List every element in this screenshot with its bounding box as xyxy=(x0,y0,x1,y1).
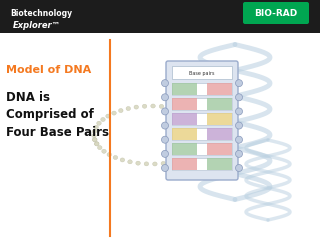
Ellipse shape xyxy=(106,114,110,118)
Bar xyxy=(172,66,232,79)
Bar xyxy=(207,158,232,170)
Ellipse shape xyxy=(206,126,211,130)
Ellipse shape xyxy=(119,108,123,113)
Bar xyxy=(0,0,320,33)
Bar xyxy=(172,113,197,125)
Bar xyxy=(0,33,320,240)
Ellipse shape xyxy=(94,142,99,146)
Ellipse shape xyxy=(162,80,169,87)
Ellipse shape xyxy=(98,146,102,150)
Ellipse shape xyxy=(153,162,157,166)
Ellipse shape xyxy=(101,117,105,121)
Text: Biotechnology: Biotechnology xyxy=(10,10,72,18)
Bar xyxy=(172,83,232,95)
FancyBboxPatch shape xyxy=(243,2,309,24)
Ellipse shape xyxy=(201,147,205,151)
Ellipse shape xyxy=(207,130,212,134)
Ellipse shape xyxy=(162,108,169,115)
Ellipse shape xyxy=(162,122,169,129)
Bar xyxy=(172,143,232,155)
Bar xyxy=(172,83,197,95)
Ellipse shape xyxy=(92,138,97,142)
FancyBboxPatch shape xyxy=(166,61,238,180)
Bar xyxy=(172,113,232,125)
Ellipse shape xyxy=(184,156,189,160)
Ellipse shape xyxy=(236,108,243,115)
Ellipse shape xyxy=(161,162,165,165)
Ellipse shape xyxy=(126,107,131,111)
Bar xyxy=(172,158,232,170)
Bar xyxy=(207,128,232,140)
Ellipse shape xyxy=(236,150,243,157)
Bar xyxy=(172,128,232,140)
Ellipse shape xyxy=(144,162,149,166)
Ellipse shape xyxy=(97,121,101,125)
Bar xyxy=(207,143,232,155)
Ellipse shape xyxy=(183,109,187,113)
Ellipse shape xyxy=(189,112,194,116)
Bar xyxy=(207,83,232,95)
Ellipse shape xyxy=(177,159,181,163)
Text: Explorer™: Explorer™ xyxy=(13,20,61,30)
Ellipse shape xyxy=(167,105,172,109)
Text: DNA is
Comprised of
Four Base Pairs: DNA is Comprised of Four Base Pairs xyxy=(6,91,109,139)
Ellipse shape xyxy=(195,115,200,119)
Ellipse shape xyxy=(136,161,140,165)
Ellipse shape xyxy=(94,125,98,129)
Ellipse shape xyxy=(92,134,96,138)
Ellipse shape xyxy=(200,118,204,122)
Text: BIO-RAD: BIO-RAD xyxy=(254,8,298,18)
Ellipse shape xyxy=(162,94,169,101)
Ellipse shape xyxy=(113,156,118,160)
Ellipse shape xyxy=(191,154,195,158)
Ellipse shape xyxy=(95,142,99,146)
Ellipse shape xyxy=(169,160,174,164)
Ellipse shape xyxy=(175,107,180,111)
Ellipse shape xyxy=(236,122,243,129)
Ellipse shape xyxy=(236,164,243,172)
Ellipse shape xyxy=(208,135,212,139)
Bar xyxy=(172,98,232,110)
Ellipse shape xyxy=(134,105,139,109)
Ellipse shape xyxy=(92,138,97,142)
Ellipse shape xyxy=(107,153,111,157)
Ellipse shape xyxy=(102,149,106,153)
Ellipse shape xyxy=(162,136,169,143)
Ellipse shape xyxy=(92,129,97,133)
Ellipse shape xyxy=(142,104,147,108)
Ellipse shape xyxy=(159,104,164,108)
Ellipse shape xyxy=(236,80,243,87)
Bar xyxy=(207,98,232,110)
Ellipse shape xyxy=(162,164,169,172)
Bar xyxy=(172,158,197,170)
Ellipse shape xyxy=(128,160,132,164)
Ellipse shape xyxy=(120,158,125,162)
Bar xyxy=(172,98,197,110)
Bar xyxy=(172,128,197,140)
Ellipse shape xyxy=(151,104,155,108)
Ellipse shape xyxy=(112,111,116,115)
Text: Model of DNA: Model of DNA xyxy=(6,65,92,75)
Ellipse shape xyxy=(196,150,201,154)
Ellipse shape xyxy=(162,150,169,157)
Ellipse shape xyxy=(206,139,211,143)
Bar xyxy=(172,143,197,155)
Bar xyxy=(207,113,232,125)
Text: Base pairs: Base pairs xyxy=(189,71,215,76)
Ellipse shape xyxy=(236,136,243,143)
Ellipse shape xyxy=(204,143,209,147)
Ellipse shape xyxy=(236,94,243,101)
Ellipse shape xyxy=(204,122,208,126)
